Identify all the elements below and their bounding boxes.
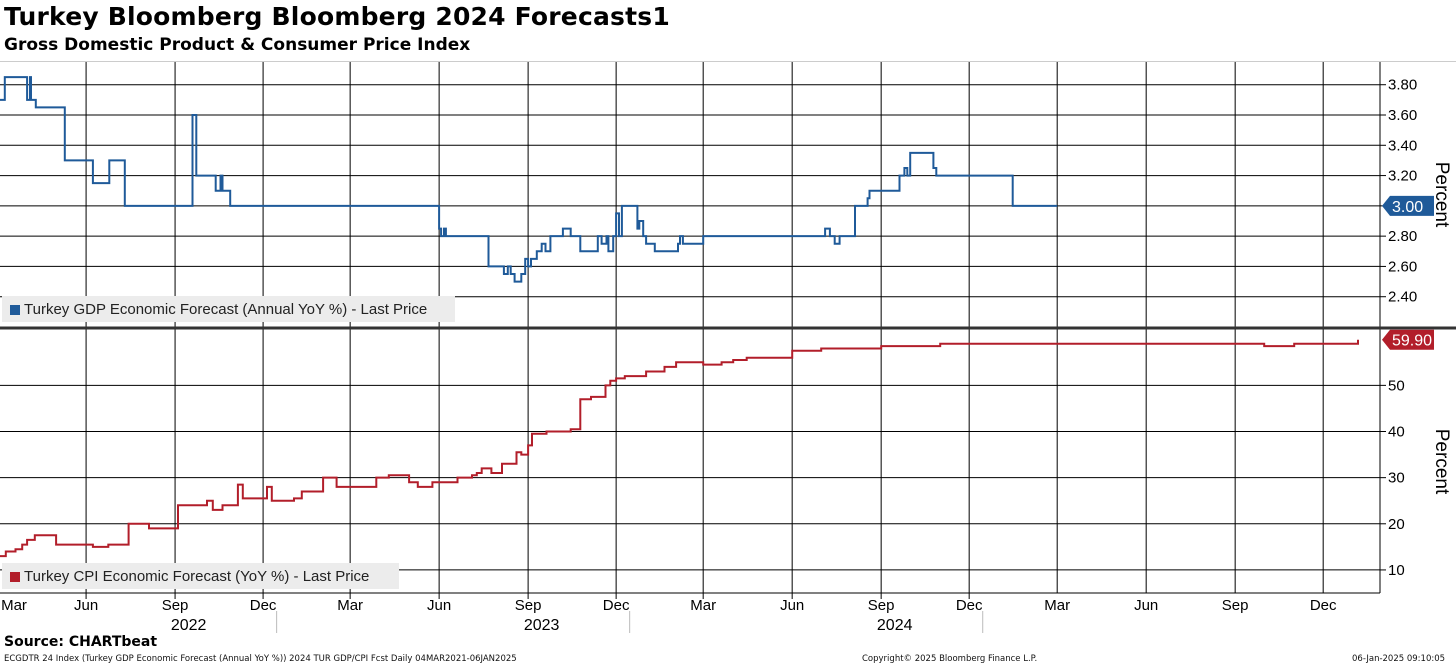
top-tick-label: 3.80 [1388,77,1417,94]
series-layer [0,76,1359,558]
chart-subtitle: Gross Domestic Product & Consumer Price … [4,35,471,55]
top-tick-label: 3.20 [1388,168,1417,185]
gdp-last-value-badge-text: 3.00 [1392,199,1423,216]
x-month-label: Dec [603,597,630,614]
gdp-legend-bg [2,296,455,322]
bottom-panel-grid [0,384,1380,571]
legend-layer: Turkey GDP Economic Forecast (Annual YoY… [2,296,455,589]
x-month-label: Sep [868,597,895,614]
gdp-last-value-badge: 3.00 [1382,195,1434,216]
x-month-label: Sep [1222,597,1249,614]
bottom-tick-label: 20 [1388,516,1405,533]
cpi-legend-bg [2,563,399,589]
x-month-label: Jun [1134,597,1158,614]
gdp-forecast-line [0,76,1058,283]
bottom-y-axis-title: Percent [1431,429,1452,495]
x-month-label: Dec [1310,597,1337,614]
gdp-legend-swatch [10,305,20,315]
source-note: Source: CHARTbeat [4,634,158,650]
x-month-label: Sep [515,597,542,614]
top-tick-label: 3.60 [1388,107,1417,124]
x-month-label: Sep [162,597,189,614]
panel-frames [0,61,1456,594]
bottom-tick-label: 30 [1388,470,1405,487]
x-month-label: Mar [690,597,716,614]
x-year-label: 2023 [524,617,560,634]
cpi-last-value-badge-shape [1382,329,1434,350]
x-month-label: Jun [427,597,451,614]
footer-index-note: ECGDTR 24 Index (Turkey GDP Economic For… [4,654,517,664]
x-month-label: Mar [1,597,27,614]
cpi-last-value-badge-text: 59.90 [1392,333,1432,350]
top-tick-label: 2.60 [1388,258,1417,275]
top-tick-label: 3.40 [1388,137,1417,154]
x-month-label: Dec [250,597,277,614]
gdp-legend-label: Turkey GDP Economic Forecast (Annual YoY… [24,301,427,318]
axes-layer: 2.40 2.60 2.80 3.00 3.20 3.40 3.60 3.80 10 20 30 40… [1,77,1452,634]
gdp-legend: Turkey GDP Economic Forecast (Annual YoY… [2,296,455,322]
cpi-legend-label: Turkey CPI Economic Forecast (YoY %) - L… [24,568,369,585]
footer-timestamp: 06-Jan-2025 09:10:05 [1352,654,1446,664]
x-month-label: Mar [337,597,363,614]
top-y-axis-title: Percent [1431,162,1452,228]
bottom-tick-label: 10 [1388,562,1405,579]
x-month-label: Jun [74,597,98,614]
footer-copyright: Copyright© 2025 Bloomberg Finance L.P. [862,654,1038,664]
x-year-label: 2024 [877,617,913,634]
x-month-label: Jun [780,597,804,614]
top-tick-label: 2.40 [1388,289,1417,306]
cpi-last-value-badge: 59.90 [1382,329,1434,350]
cpi-legend: Turkey CPI Economic Forecast (YoY %) - L… [2,563,399,589]
gdp-last-value-badge-shape [1382,195,1434,216]
bottom-tick-label: 50 [1388,377,1405,394]
top-panel-grid [0,84,1380,298]
chart-title: Turkey Bloomberg Bloomberg 2024 Forecast… [4,2,670,31]
x-month-label: Mar [1044,597,1070,614]
bottom-tick-label: 40 [1388,424,1405,441]
x-year-label: 2022 [171,617,207,634]
cpi-forecast-line [0,339,1359,558]
top-tick-label: 2.80 [1388,228,1417,245]
x-month-label: Dec [956,597,983,614]
cpi-legend-swatch [10,572,20,582]
